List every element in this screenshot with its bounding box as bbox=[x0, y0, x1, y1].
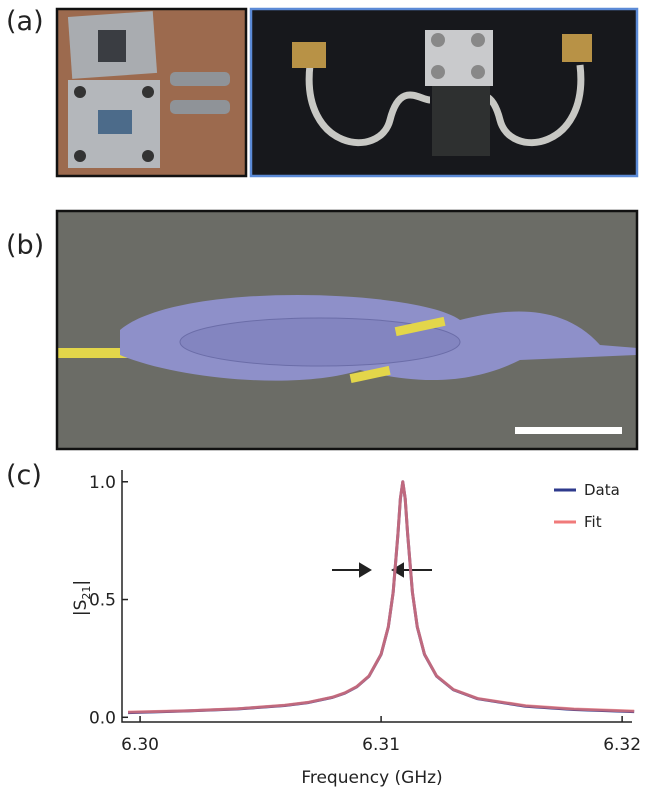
series-line bbox=[128, 482, 634, 713]
y-tick-label: 0.5 bbox=[89, 591, 116, 611]
x-tick-label: 6.32 bbox=[603, 735, 641, 755]
y-tick-label: 1.0 bbox=[89, 473, 116, 493]
photo-resonator bbox=[57, 211, 637, 449]
y-axis-label-part: 21 bbox=[80, 586, 93, 600]
photo-parts bbox=[57, 9, 246, 176]
x-tick-label: 6.30 bbox=[121, 735, 159, 755]
photo-setup bbox=[251, 9, 637, 176]
panel-label: (c) bbox=[6, 460, 42, 491]
width-arrows bbox=[332, 564, 432, 576]
y-axis-label-part: |S bbox=[71, 600, 91, 617]
legend-label: Fit bbox=[584, 513, 602, 531]
legend-label: Data bbox=[584, 481, 620, 499]
figure: (a) (b) (c) bbox=[0, 0, 646, 790]
x-tick-label: 6.31 bbox=[362, 735, 400, 755]
y-axis-label: |S21| bbox=[71, 580, 93, 616]
axes-frame bbox=[122, 470, 632, 722]
panel-label: (a) bbox=[6, 6, 44, 37]
series-line bbox=[128, 482, 634, 712]
x-axis-label: Frequency (GHz) bbox=[301, 768, 442, 788]
y-tick-label: 0.0 bbox=[89, 708, 116, 728]
y-axis-label-part: | bbox=[71, 580, 91, 586]
panel-label: (b) bbox=[6, 230, 44, 261]
